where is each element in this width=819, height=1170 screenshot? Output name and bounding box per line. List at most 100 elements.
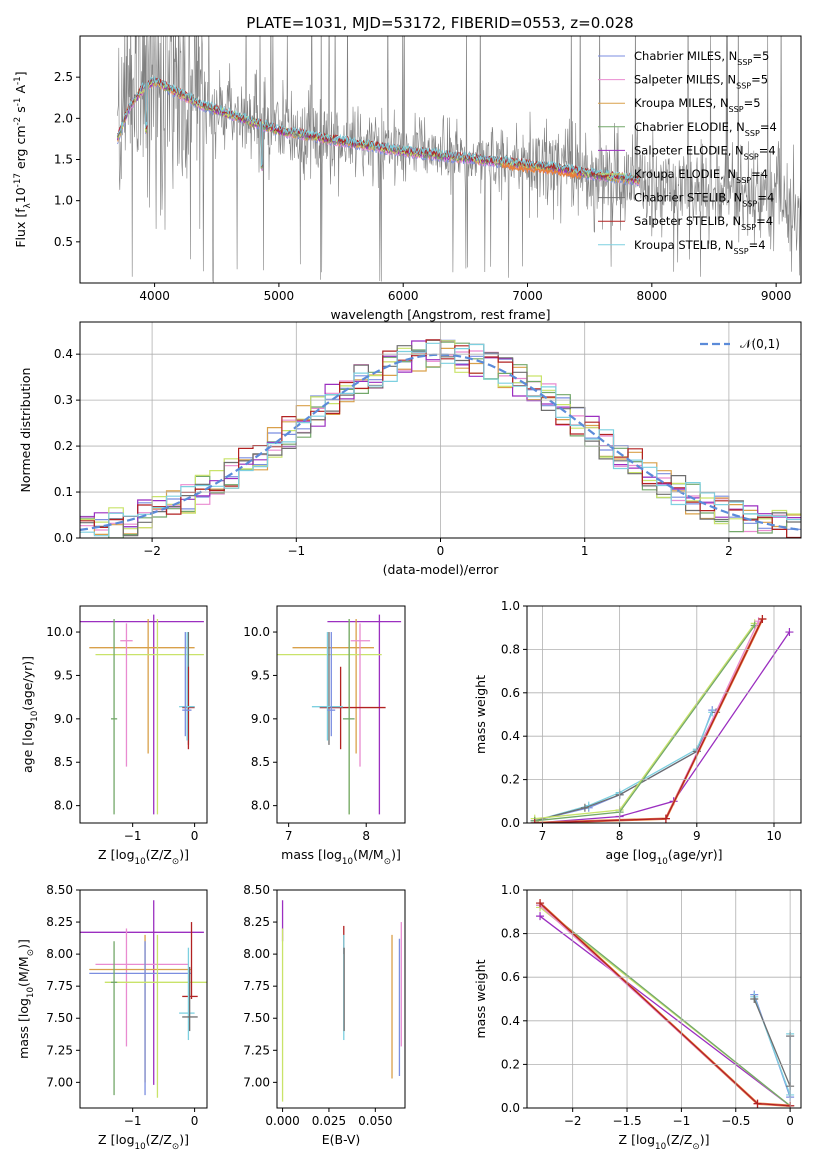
x-tick-label: 0 [786,1114,794,1128]
x-tick-label: 0 [191,829,199,843]
y-tick-label: 7.25 [46,1043,73,1057]
legend-label: Chabrier STELIB, NSSP=4 [634,191,774,209]
x-tick-label: 8 [616,829,624,843]
panel-age-vs-Z: −1 0 8.0 8.5 9.0 9.5 10.0 Z [log10(Z/Z⊙)] age [l… [20,605,208,867]
weight-marker [758,615,767,624]
y-tick-label: 0.6 [501,970,520,984]
y-tick-label: 0.8 [501,927,520,941]
x-tick-label: −0.5 [721,1114,750,1128]
plot-area [536,899,795,1108]
axes-frame [526,889,802,1109]
x-axis-label: Z [log10(Z/Z⊙)] [98,847,189,867]
x-axis-label: Z [log10(Z/Z⊙)] [619,1132,710,1152]
y-tick-label: 8.0 [54,799,73,813]
x-tick-label: 0.025 [312,1114,346,1128]
x-tick-label: −1 [673,1114,691,1128]
x-tick-label: −2 [564,1114,582,1128]
y-tick-label: 0.5 [54,235,73,249]
x-tick-label: 1 [581,544,589,558]
x-tick-label: −2 [143,544,161,558]
plot-area [80,900,207,1098]
axes-frame [526,605,802,824]
panel-spectrum: 4000 5000 6000 7000 8000 9000 0.5 1.0 1.5 2.0 2.5 w… [13,35,802,322]
x-axis-label: mass [log10(M/M⊙)] [281,847,401,867]
y-tick-label: 0.4 [501,1014,520,1028]
y-tick-label: 1.0 [501,883,520,897]
x-axis-label: (data-model)/error [383,562,500,577]
weight-line [534,623,756,820]
legend: Chabrier MILES, NSSP=5 Salpeter MILES, NS… [598,49,777,255]
x-tick-label: 0.050 [358,1114,392,1128]
panel-mass-vs-Z: −1 0 7.00 7.25 7.50 7.75 8.00 8.25 8.50 Z [log10(… [16,883,208,1152]
y-tick-label: 10.0 [243,625,270,639]
plot-area [80,614,204,815]
y-tick-label: 8.00 [243,947,270,961]
orange-segment [502,162,582,180]
x-axis-label: age [log10(age/yr)] [605,847,722,867]
plot-area [277,614,402,815]
y-tick-label: 8.5 [251,755,270,769]
y-tick-label: 7.50 [243,1011,270,1025]
y-tick-label: 1.5 [54,153,73,167]
y-tick-label: 1.0 [54,194,73,208]
y-tick-label: 1.0 [501,599,520,613]
weight-line [534,625,756,822]
x-tick-label: −1 [124,829,142,843]
x-tick-label: 9000 [761,289,792,303]
y-tick-label: 0.4 [501,729,520,743]
y-tick-label: 8.5 [54,755,73,769]
panels: 4000 5000 6000 7000 8000 90000.51.01.52.02.5w… [13,35,802,1152]
y-tick-label: 10.0 [46,625,73,639]
panel-age-vs-mass: 7 8 8.0 8.5 9.0 9.5 10.0 mass [log10(M/M⊙)] [243,605,406,867]
plot-area [530,615,794,823]
model-spectrum [116,76,640,182]
y-tick-label: 2.0 [54,111,73,125]
legend-label: Salpeter ELODIE, NSSP=4 [634,143,776,161]
y-axis-label: Normed distribution [18,368,33,493]
y-tick-label: 9.5 [54,668,73,682]
x-axis-label: Z [log10(Z/Z⊙)] [98,1132,189,1152]
x-tick-label: 7 [285,829,293,843]
y-tick-label: 2.5 [54,70,73,84]
panel-massweight-vs-Z: −2 −1.5 −1 −0.5 0 0.0 0.2 0.4 0.6 0.8 1.0 Z [log10(… [473,883,802,1152]
x-tick-label: 7000 [512,289,543,303]
y-tick-label: 0.1 [54,485,73,499]
legend-label: Salpeter STELIB, NSSP=4 [634,214,773,232]
panel-residuals: −2 −1 0 1 2 0.0 0.1 0.2 0.3 0.4 (data-model)/error… [18,321,802,577]
legend-label: 𝒩(0,1) [740,337,780,351]
y-axis-label: mass weight [473,959,488,1038]
x-tick-label: 0 [437,544,445,558]
y-tick-label: 9.0 [54,712,73,726]
legend-label: Salpeter MILES, NSSP=5 [634,73,768,91]
weight-marker [785,628,794,637]
y-tick-label: 7.00 [46,1075,73,1089]
y-tick-label: 0.3 [54,393,73,407]
y-tick-label: 0.4 [54,347,73,361]
y-tick-label: 9.0 [251,712,270,726]
y-tick-label: 9.5 [251,668,270,682]
y-axis-label: mass weight [473,675,488,754]
axes-frame [276,889,406,1109]
x-tick-label: 0.000 [265,1114,299,1128]
weight-marker [580,803,589,812]
y-tick-label: 0.2 [501,773,520,787]
legend-label: Kroupa STELIB, NSSP=4 [634,238,766,256]
x-tick-label: 10 [766,829,781,843]
y-axis-label: age [log10(age/yr)] [20,656,40,773]
axes-frame [79,605,208,824]
x-tick-label: 5000 [264,289,295,303]
y-tick-label: 0.0 [501,1101,520,1115]
y-tick-label: 7.75 [46,979,73,993]
x-tick-label: 8 [362,829,370,843]
y-tick-label: 7.00 [243,1075,270,1089]
y-tick-label: 7.50 [46,1011,73,1025]
weight-line [753,998,791,1087]
weight-marker [750,995,759,1003]
x-tick-label: 9 [693,829,701,843]
legend-label: Kroupa MILES, NSSP=5 [634,96,761,114]
plot-area [281,900,402,1102]
y-tick-label: 0.0 [501,816,520,830]
y-axis-label: Flux [fλ10-17 erg cm-2 s-1 A-1] [13,71,33,247]
y-tick-label: 8.25 [46,915,73,929]
